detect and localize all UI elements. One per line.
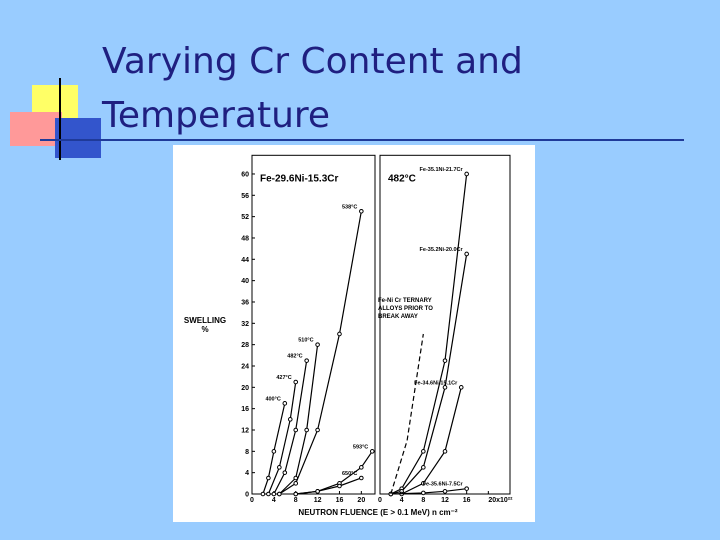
- marker: [464, 171, 469, 177]
- x-tick-label: 0: [250, 497, 254, 504]
- x-tick-label: 0: [378, 497, 382, 504]
- x-tick-label: 4: [400, 497, 404, 504]
- x-axis-label: NEUTRON FLUENCE (E > 0.1 MeV) n cm⁻²: [298, 508, 457, 517]
- chart-title: Fe-29.6Ni-15.3Cr: [260, 173, 338, 184]
- title: Temperature: [101, 95, 330, 136]
- x-tick-label: 20x10²²: [488, 497, 513, 504]
- marker: [293, 481, 299, 486]
- y-tick-label: 0: [245, 492, 249, 499]
- series-label: 482°C: [287, 354, 302, 360]
- x-tick-label: 8: [294, 497, 298, 504]
- marker: [304, 427, 309, 433]
- y-tick-label: 44: [241, 257, 249, 264]
- marker: [442, 358, 448, 363]
- marker: [359, 209, 364, 214]
- series-label: 593°C: [353, 444, 368, 450]
- series-label: 427°C: [276, 375, 291, 381]
- y-tick-label: 40: [241, 278, 249, 285]
- marker: [304, 358, 309, 363]
- marker: [315, 342, 320, 347]
- series-label: Fe-35.6Ni-7.5Cr: [423, 482, 464, 488]
- x-tick-label: 16: [463, 497, 471, 504]
- line: [390, 333, 424, 495]
- series-label: 538°C: [342, 204, 357, 210]
- marker: [315, 427, 320, 433]
- marker: [277, 465, 282, 470]
- x-tick-label: 16: [336, 497, 344, 504]
- line: [278, 344, 319, 495]
- y-tick-label: 56: [241, 193, 249, 200]
- marker: [421, 481, 426, 486]
- y-tick-label: 28: [241, 342, 249, 349]
- y-tick-label: 36: [241, 299, 249, 306]
- y-tick-label: 52: [241, 214, 249, 221]
- marker: [359, 465, 364, 470]
- marker: [337, 331, 342, 337]
- marker: [458, 385, 464, 390]
- marker: [271, 449, 277, 454]
- plot-frame: [251, 154, 376, 495]
- marker: [337, 483, 342, 489]
- marker: [442, 385, 448, 390]
- x-tick-label: 12: [314, 497, 322, 504]
- marker: [287, 417, 293, 422]
- series-label: 650°C: [342, 471, 357, 477]
- annotation: BREAK AWAY: [378, 314, 418, 320]
- marker: [315, 489, 320, 494]
- y-axis-label: SWELLING: [184, 316, 226, 325]
- series-label: Fe-34.6Ni-15.1Cr: [414, 380, 458, 386]
- marker: [282, 401, 288, 406]
- marker: [271, 491, 277, 497]
- chart-background: [173, 145, 535, 522]
- marker: [421, 449, 426, 454]
- marker: [293, 491, 299, 497]
- marker: [421, 490, 426, 496]
- line: [262, 403, 286, 495]
- marker: [293, 379, 299, 385]
- y-tick-label: 4: [245, 470, 249, 477]
- y-tick-label: 60: [241, 171, 249, 178]
- marker: [421, 465, 426, 470]
- marker: [277, 491, 282, 497]
- y-tick-label: 24: [241, 363, 249, 370]
- marker: [442, 489, 448, 494]
- y-tick-label: 20: [241, 385, 249, 392]
- line: [401, 387, 462, 495]
- y-tick-label: 8: [245, 449, 249, 456]
- series-label: 400°C: [265, 396, 280, 402]
- marker: [282, 470, 288, 475]
- y-tick-label: 12: [241, 427, 249, 434]
- x-tick-label: 12: [441, 497, 449, 504]
- marker: [464, 251, 469, 257]
- line: [273, 360, 308, 495]
- y-tick-label: 32: [241, 321, 249, 328]
- title: Varying Cr Content and: [102, 41, 523, 82]
- series-label: 510°C: [298, 338, 313, 344]
- y-tick-label: 48: [241, 235, 249, 242]
- x-tick-label: 20: [357, 497, 365, 504]
- x-tick-label: 4: [272, 497, 276, 504]
- marker: [464, 486, 469, 491]
- annotation: ALLOYS PRIOR TO: [378, 306, 433, 312]
- x-tick-label: 8: [421, 497, 425, 504]
- series-label: Fe-35.1Ni-21.7Cr: [420, 167, 464, 173]
- marker: [266, 491, 271, 497]
- chart-title: 482°C: [388, 173, 416, 184]
- line: [390, 488, 467, 495]
- marker: [369, 449, 375, 454]
- line: [295, 477, 362, 495]
- deco-blue: [55, 118, 101, 158]
- line: [267, 381, 297, 495]
- marker: [260, 491, 266, 497]
- y-tick-label: 16: [241, 406, 249, 413]
- marker: [266, 475, 271, 481]
- marker: [442, 449, 448, 454]
- marker: [359, 475, 364, 481]
- y-axis-label: %: [201, 325, 208, 334]
- series-label: Fe-35.2Ni-20.0Cr: [420, 247, 464, 253]
- marker: [293, 427, 299, 433]
- annotation: Fe-Ni Cr TERNARY: [378, 298, 432, 304]
